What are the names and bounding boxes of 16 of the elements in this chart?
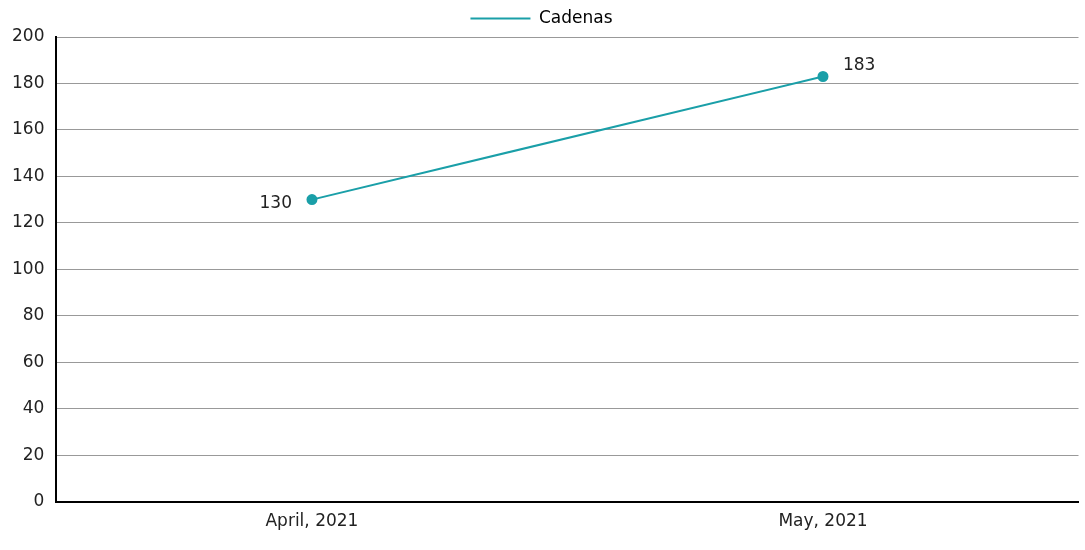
legend-label: Cadenas	[538, 6, 613, 27]
y-tick-label: 40	[22, 397, 45, 418]
data-label: 130	[259, 192, 292, 213]
y-tick-label: 120	[11, 211, 45, 232]
y-tick-label: 0	[33, 490, 45, 511]
y-tick-label: 100	[11, 257, 45, 278]
y-tick-label: 80	[22, 304, 45, 325]
y-tick-label: 200	[11, 25, 45, 46]
y-tick-label: 140	[11, 164, 45, 185]
data-label: 183	[842, 54, 876, 75]
x-tick-label: April, 2021	[265, 510, 359, 531]
x-tick-label: May, 2021	[778, 510, 868, 531]
y-tick-label: 160	[11, 118, 45, 139]
y-tick-label: 180	[11, 71, 45, 92]
y-tick-label: 20	[22, 443, 45, 464]
y-tick-label: 60	[22, 350, 45, 371]
